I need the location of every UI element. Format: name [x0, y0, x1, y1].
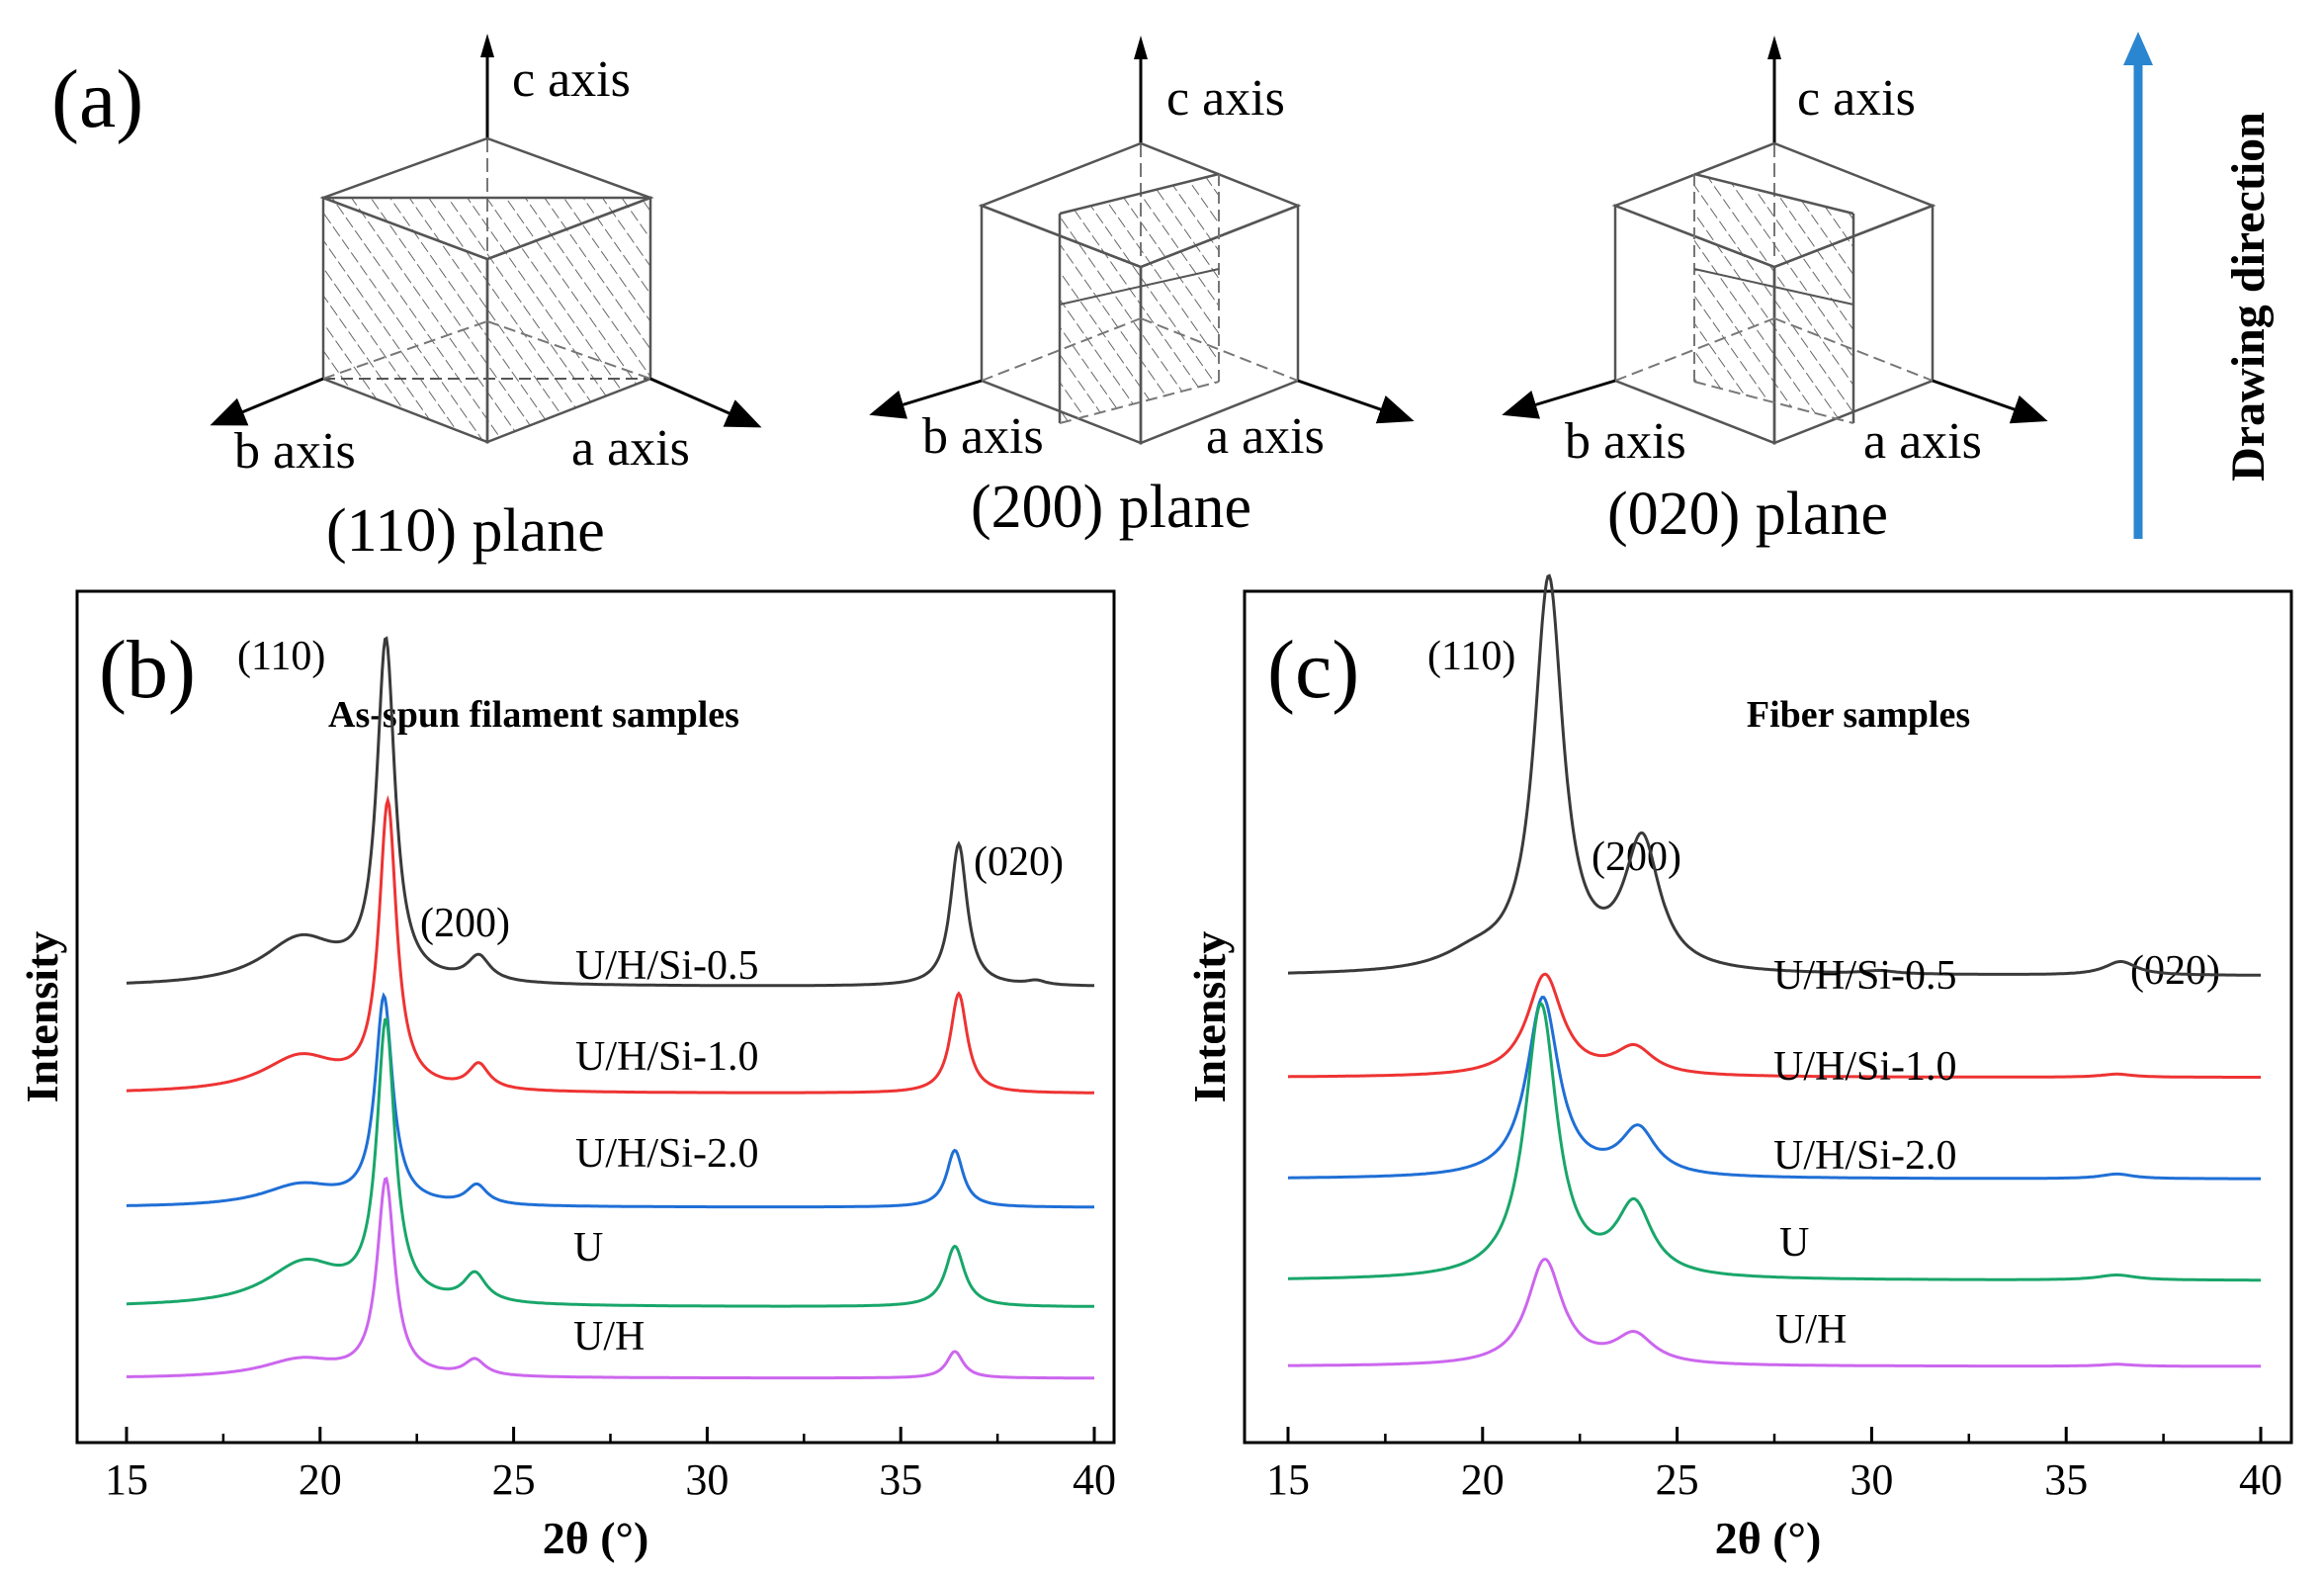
drawing-direction-arrow-icon: [2123, 32, 2153, 65]
a-axis-label: a axis: [1863, 413, 1982, 470]
plot-frame: [75, 589, 1116, 1445]
series-line-u-h-si-1-0: [1288, 972, 2261, 1079]
series-label: U/H/Si-2.0: [1773, 1133, 1957, 1179]
cube-020: c axis b axis a axis (020) plane: [1502, 36, 2048, 548]
peak-label: (110): [1427, 634, 1515, 679]
series-label: U: [1779, 1220, 1809, 1266]
c-axis-arrow-icon: [1767, 36, 1781, 59]
b-axis-label: b axis: [922, 408, 1044, 465]
panel-a-label: (a): [51, 53, 143, 145]
c-axis-label: c axis: [512, 51, 631, 108]
b-axis-label: b axis: [234, 423, 356, 480]
b-axis-label: b axis: [1565, 413, 1686, 470]
chart-panel-c: 15 20 25 30 35 40 2θ (°) Intensity (c) Fiber samp…: [1184, 573, 2293, 1563]
chart-panel-b: 15 20 25 30 35 40 2θ (°) Intensity (b) As-spun fi…: [17, 589, 1116, 1563]
series-label: U/H/Si-1.0: [575, 1034, 759, 1080]
drawing-direction: Drawing direction: [2123, 32, 2275, 539]
series-line-u-h-si-2-0: [127, 992, 1094, 1209]
peak-label: (110): [237, 634, 325, 679]
c-axis-arrow-icon: [1134, 36, 1148, 59]
y-axis-label: Intensity: [17, 931, 67, 1103]
panel-label: (b): [99, 624, 196, 716]
peak-label: (200): [420, 901, 510, 946]
x-tick-label: 40: [2239, 1455, 2282, 1504]
series-line-u-h-si-1-0: [127, 794, 1095, 1095]
series-line-u: [1288, 1001, 2261, 1282]
series-line-u-h: [1288, 1257, 2261, 1368]
series-line-u: [127, 1016, 1094, 1308]
series-label: U/H: [573, 1314, 645, 1360]
plot-frame: [1243, 589, 2293, 1445]
drawing-direction-label: Drawing direction: [2222, 112, 2275, 482]
peak-label: (020): [974, 839, 1064, 885]
c-axis-arrow-icon: [480, 34, 494, 57]
x-tick-label: 25: [1656, 1455, 1699, 1504]
series-label: U/H/Si-0.5: [575, 943, 759, 989]
x-tick-label: 25: [492, 1455, 536, 1504]
c-axis-label: c axis: [1166, 70, 1285, 127]
series-label: U: [573, 1225, 603, 1271]
series-line-u-h-si-0-5: [1288, 573, 2261, 977]
x-tick-label: 20: [1461, 1455, 1505, 1504]
cube-200: c axis b axis a axis (200) plane: [869, 36, 1415, 541]
x-tick-label: 35: [879, 1455, 922, 1504]
x-axis-label: 2θ (°): [543, 1513, 649, 1563]
series-label: U/H/Si-2.0: [575, 1131, 759, 1177]
x-tick-label: 15: [105, 1455, 148, 1504]
series-line-u-h-si-2-0: [1288, 996, 2261, 1181]
x-tick-label: 35: [2044, 1455, 2088, 1504]
y-axis-label: Intensity: [1184, 931, 1235, 1103]
x-axis-label: 2θ (°): [1715, 1513, 1822, 1563]
x-tick-label: 15: [1266, 1455, 1310, 1504]
plane-label-200: (200) plane: [971, 474, 1251, 541]
plane-label-020: (020) plane: [1607, 481, 1888, 548]
x-tick-label: 40: [1073, 1455, 1116, 1504]
a-axis-label: a axis: [571, 420, 690, 477]
a-axis-label: a axis: [1206, 408, 1325, 465]
series-label: U/H/Si-1.0: [1773, 1044, 1957, 1090]
x-tick-label: 30: [1850, 1455, 1893, 1504]
x-tick-label: 30: [685, 1455, 729, 1504]
panel-label: (c): [1267, 624, 1359, 716]
plane-label-110: (110) plane: [326, 497, 605, 565]
chart-title: As-spun filament samples: [328, 694, 739, 736]
series-line-u-h: [126, 1177, 1094, 1380]
c-axis-label: c axis: [1797, 70, 1916, 127]
series-label: U/H: [1775, 1307, 1847, 1353]
series-label: U/H/Si-0.5: [1773, 953, 1957, 999]
x-tick-label: 20: [299, 1455, 342, 1504]
series-line-u-h-si-0-5: [127, 636, 1094, 988]
cube-110: c axis b axis a axis (110) plane: [210, 34, 762, 565]
chart-title: Fiber samples: [1747, 694, 1970, 736]
